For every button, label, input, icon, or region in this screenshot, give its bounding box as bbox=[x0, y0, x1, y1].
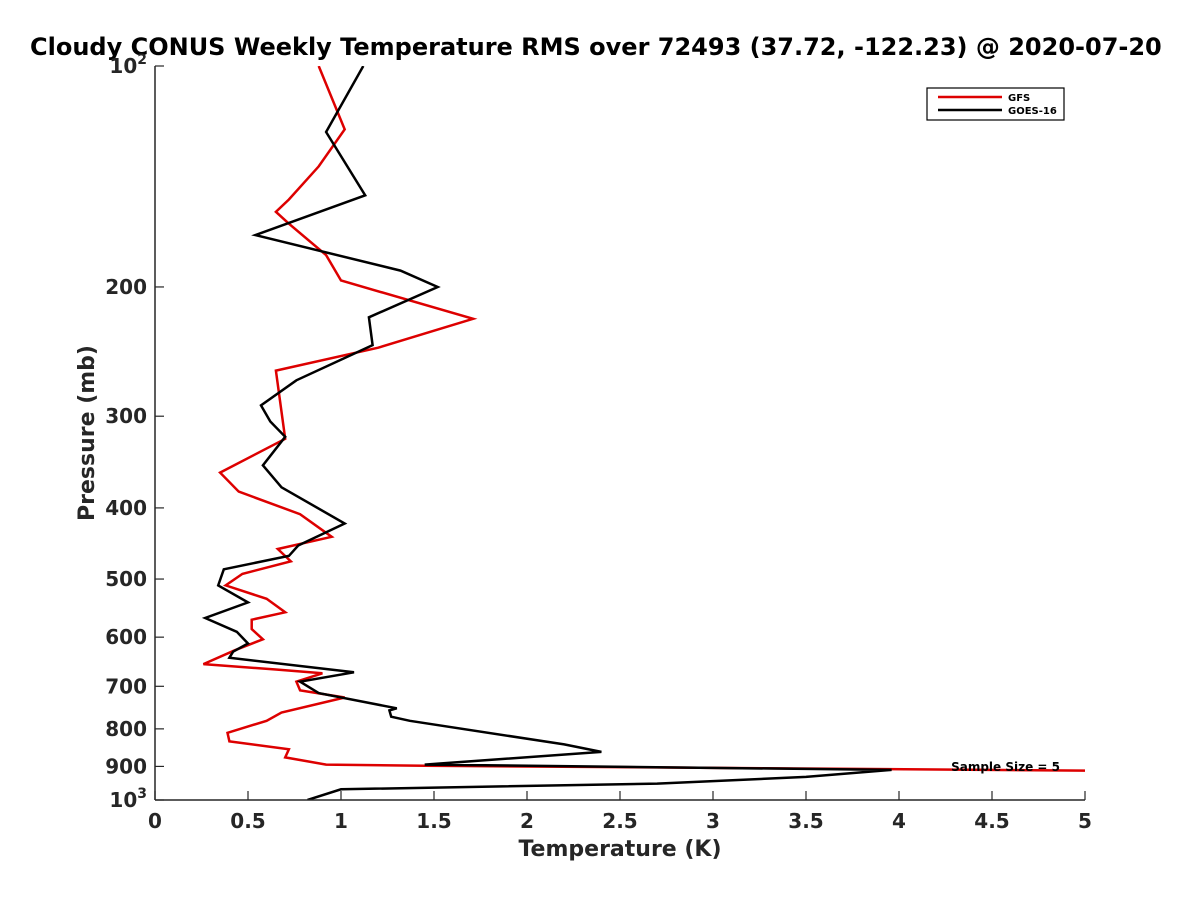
x-tick-label: 5 bbox=[1078, 809, 1092, 833]
x-tick-label: 1 bbox=[334, 809, 348, 833]
sample-size-annotation: Sample Size = 5 bbox=[951, 760, 1060, 774]
y-tick-label: 102 bbox=[109, 52, 147, 78]
y-tick-label: 200 bbox=[105, 275, 147, 299]
y-tick-label: 500 bbox=[105, 567, 147, 591]
x-tick-label: 3 bbox=[706, 809, 720, 833]
x-tick-label: 0 bbox=[148, 809, 162, 833]
y-tick-label: 800 bbox=[105, 717, 147, 741]
legend-label-gfs: GFS bbox=[1008, 93, 1030, 104]
x-tick-label: 4.5 bbox=[974, 809, 1009, 833]
legend: GFS GOES-16 bbox=[926, 87, 1065, 121]
y-tick-label: 400 bbox=[105, 496, 147, 520]
y-tick-label: 103 bbox=[109, 786, 147, 812]
plot-area bbox=[155, 66, 1085, 800]
x-tick-label: 2 bbox=[520, 809, 534, 833]
y-axis-ticks: 102 200 300 400 500 600 700 800 900 103 bbox=[105, 52, 164, 812]
x-tick-label: 2.5 bbox=[602, 809, 637, 833]
y-tick-label: 700 bbox=[105, 674, 147, 698]
series-layer bbox=[201, 66, 1085, 800]
y-axis-label: Pressure (mb) bbox=[75, 345, 100, 521]
x-tick-label: 3.5 bbox=[788, 809, 823, 833]
x-tick-label: 1.5 bbox=[416, 809, 451, 833]
legend-label-goes16: GOES-16 bbox=[1008, 106, 1057, 117]
x-axis-ticks: 0 0.5 1 1.5 2 2.5 3 3.5 4 4.5 5 bbox=[148, 791, 1092, 833]
chart-title: Cloudy CONUS Weekly Temperature RMS over… bbox=[30, 33, 1162, 61]
x-tick-label: 4 bbox=[892, 809, 906, 833]
x-tick-label: 0.5 bbox=[230, 809, 265, 833]
y-tick-label: 300 bbox=[105, 404, 147, 428]
y-tick-label: 900 bbox=[105, 754, 147, 778]
legend-box bbox=[926, 87, 1065, 121]
x-axis-label: Temperature (K) bbox=[518, 837, 721, 862]
series-line-goes16 bbox=[201, 66, 892, 800]
y-tick-label: 600 bbox=[105, 625, 147, 649]
series-line-gfs bbox=[202, 66, 1085, 772]
